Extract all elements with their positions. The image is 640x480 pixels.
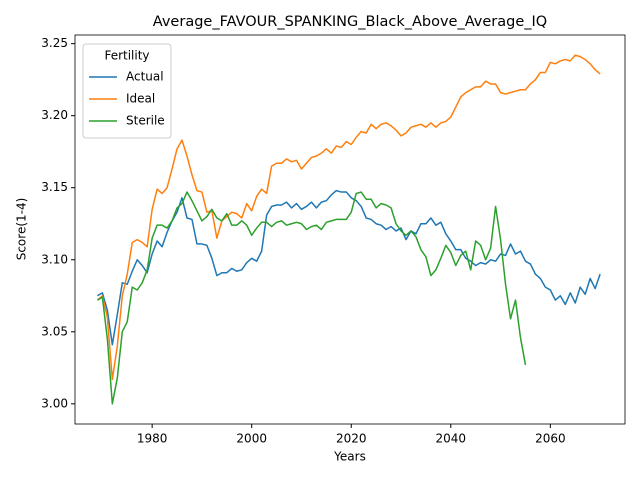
legend-label: Actual xyxy=(126,70,164,84)
x-tick-label: 2040 xyxy=(436,432,467,446)
series-line xyxy=(96,54,601,381)
series-line xyxy=(97,191,527,405)
chart-title: Average_FAVOUR_SPANKING_Black_Above_Aver… xyxy=(153,14,547,30)
y-tick-label: 3.10 xyxy=(41,252,68,266)
y-tick-label: 3.25 xyxy=(41,36,68,50)
x-axis-label: Years xyxy=(333,450,366,464)
legend-title: Fertility xyxy=(104,49,149,63)
y-tick-label: 3.15 xyxy=(41,180,68,194)
x-tick-label: 2000 xyxy=(236,432,267,446)
x-tick-label: 2020 xyxy=(336,432,367,446)
legend-label: Ideal xyxy=(126,92,155,106)
series-line xyxy=(97,189,601,346)
y-tick-label: 3.20 xyxy=(41,108,68,122)
y-tick-label: 3.00 xyxy=(41,396,68,410)
x-tick-label: 2060 xyxy=(535,432,566,446)
legend-box xyxy=(82,43,172,139)
x-tick-label: 1980 xyxy=(137,432,168,446)
y-axis-label: Score(1-4) xyxy=(15,198,29,261)
plot-frame xyxy=(74,34,626,425)
legend-label: Sterile xyxy=(126,114,165,128)
y-tick-label: 3.05 xyxy=(41,324,68,338)
